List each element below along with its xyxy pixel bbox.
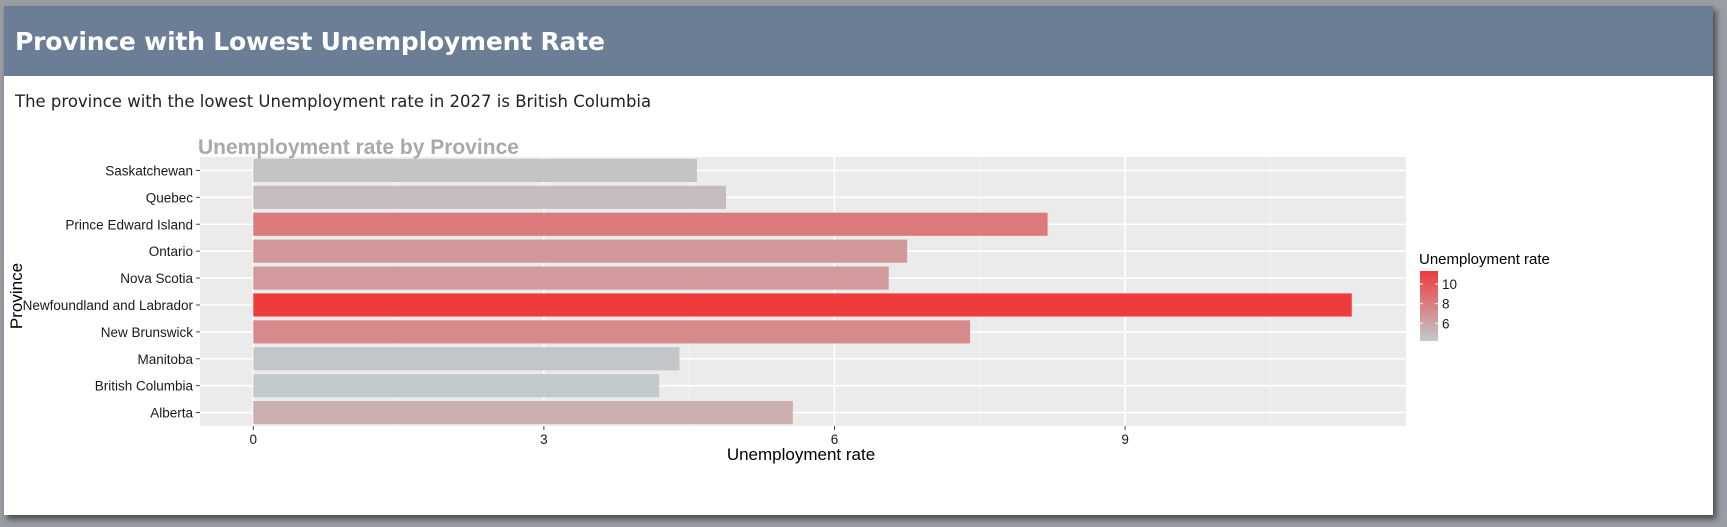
plot-area: Alberta British Columbia Manitoba New Bruns… (23, 157, 1406, 447)
bar-nova-scotia (253, 266, 889, 290)
bar-quebec (253, 185, 726, 209)
chart-title: Unemployment rate by Province (198, 136, 519, 159)
x-tick-label: 3 (540, 432, 548, 447)
bar-chart: Alberta British Columbia Manitoba New Bruns… (7, 136, 1550, 464)
x-tick-label: 6 (831, 432, 839, 447)
bar-manitoba (253, 347, 680, 371)
y-tick-label: Prince Edward Island (65, 217, 193, 232)
y-tick-label: New Brunswick (101, 325, 194, 340)
y-tick-label: Manitoba (137, 352, 193, 367)
y-axis-title: Province (7, 263, 26, 329)
page-title: Province with Lowest Unemployment Rate (15, 26, 605, 56)
bar-saskatchewan (253, 158, 697, 183)
y-tick-label: Ontario (149, 244, 193, 259)
y-tick-label: Saskatchewan (105, 163, 193, 178)
legend-label: 6 (1442, 316, 1450, 331)
legend-label: 8 (1442, 297, 1450, 312)
chart-card: Province with Lowest Unemployment Rate T… (4, 6, 1713, 515)
legend-colorbar (1420, 271, 1438, 341)
page-header: Province with Lowest Unemployment Rate (4, 6, 1713, 76)
legend: Unemployment rate 10 8 6 (1419, 251, 1550, 341)
bar-newfoundland-and-labrador (253, 293, 1352, 317)
y-tick-label: Quebec (146, 190, 194, 205)
legend-title: Unemployment rate (1419, 251, 1550, 268)
x-tick-label: 0 (250, 432, 258, 447)
x-axis-title: Unemployment rate (727, 445, 875, 464)
bar-ontario (253, 239, 908, 263)
bar-alberta (253, 400, 793, 425)
y-tick-label: Newfoundland and Labrador (23, 298, 194, 313)
x-tick-label: 9 (1121, 432, 1129, 447)
y-tick-label: Nova Scotia (120, 271, 193, 286)
bar-new-brunswick (253, 320, 971, 344)
bar-prince-edward-island (253, 212, 1048, 236)
bar-british-columbia (253, 374, 660, 398)
summary-text: The province with the lowest Unemploymen… (15, 92, 652, 111)
y-tick-label: British Columbia (95, 379, 194, 394)
legend-label: 10 (1442, 277, 1457, 292)
y-tick-label: Alberta (150, 406, 193, 421)
